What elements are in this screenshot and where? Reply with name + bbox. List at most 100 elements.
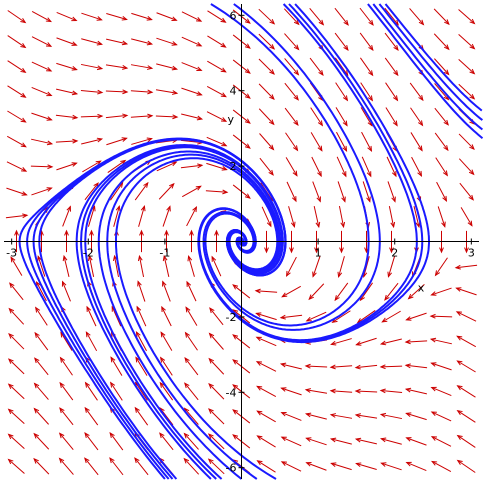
field-arrow-shaft	[59, 432, 74, 451]
field-arrow-head	[393, 70, 399, 77]
field-arrow-shaft	[156, 63, 177, 70]
field-arrow-shaft	[355, 414, 378, 419]
field-arrow-shaft	[309, 57, 324, 76]
field-arrow	[384, 32, 399, 51]
field-arrow-head	[329, 388, 336, 394]
field-arrow-head	[159, 432, 165, 439]
field-arrow	[180, 163, 204, 169]
field-arrow	[384, 282, 399, 301]
field-arrow-head	[35, 306, 41, 313]
field-arrow	[62, 205, 71, 227]
x-tick-label: 3	[468, 247, 475, 260]
field-arrow	[207, 458, 225, 475]
field-arrow	[33, 407, 49, 425]
field-arrow	[207, 35, 227, 48]
field-arrow-shaft	[8, 383, 25, 400]
field-arrow-shaft	[409, 82, 424, 101]
field-arrow-shaft	[434, 58, 449, 75]
field-arrow-shaft	[158, 183, 175, 200]
field-arrow-head	[390, 221, 396, 229]
field-arrow-head	[256, 460, 263, 466]
field-arrow-head	[308, 294, 314, 301]
field-arrow	[113, 205, 121, 227]
field-arrow-shaft	[86, 306, 97, 327]
field-arrow	[355, 462, 377, 470]
field-arrow	[58, 457, 74, 475]
field-arrow	[386, 156, 397, 178]
field-arrow-shaft	[413, 206, 420, 227]
field-arrow	[110, 356, 123, 376]
field-arrow-head	[404, 339, 411, 345]
field-arrow-head	[33, 382, 40, 389]
field-arrow-shaft	[137, 281, 146, 302]
field-arrow-head	[97, 113, 104, 119]
field-arrow-head	[214, 229, 219, 236]
field-arrow-shaft	[305, 389, 328, 394]
field-arrow-shaft	[56, 62, 77, 71]
field-arrow	[56, 162, 78, 171]
field-arrow-head	[434, 270, 440, 277]
field-arrow-head	[7, 383, 14, 390]
field-arrow	[131, 137, 153, 145]
field-arrow	[55, 138, 79, 144]
field-arrow-shaft	[283, 8, 300, 25]
field-arrow-head	[72, 114, 79, 120]
field-arrow-shaft	[359, 57, 374, 76]
field-arrow	[283, 8, 300, 26]
field-arrow-head	[418, 19, 425, 26]
field-arrow	[138, 205, 146, 227]
field-arrow	[435, 157, 448, 177]
field-arrow	[159, 356, 173, 376]
field-arrow-shaft	[136, 331, 147, 352]
field-arrow-head	[46, 66, 53, 72]
field-arrow	[84, 432, 99, 451]
field-arrow-head	[337, 271, 343, 278]
field-arrow	[335, 82, 349, 102]
field-arrow	[329, 413, 353, 419]
field-arrow-shaft	[156, 161, 177, 172]
field-arrow-head	[20, 117, 27, 123]
field-arrow-shaft	[8, 358, 25, 375]
field-arrow-head	[196, 115, 204, 121]
field-arrow	[206, 162, 228, 171]
field-arrow-shaft	[156, 12, 177, 21]
field-arrow	[80, 113, 104, 119]
field-arrow-shaft	[155, 89, 178, 94]
field-arrow	[430, 436, 452, 447]
field-arrow-head	[292, 170, 298, 177]
field-arrow-head	[34, 331, 40, 338]
field-arrow-head	[86, 305, 92, 312]
field-arrow-shaft	[310, 132, 323, 151]
field-arrow	[354, 413, 378, 419]
field-arrow-head	[232, 409, 239, 415]
field-arrow	[458, 58, 476, 75]
field-arrow	[255, 312, 277, 321]
field-arrow-shaft	[130, 90, 153, 93]
field-arrow-head	[109, 431, 115, 438]
field-arrow-shaft	[384, 32, 399, 51]
field-arrow-shaft	[387, 256, 396, 277]
field-arrow-shaft	[160, 332, 173, 351]
field-arrow	[184, 356, 199, 376]
field-arrow-head	[143, 181, 149, 188]
field-arrow-head	[171, 65, 179, 71]
field-arrow	[280, 411, 302, 421]
field-arrow-head	[289, 247, 294, 254]
field-arrow	[159, 381, 174, 401]
field-arrow-shaft	[313, 206, 320, 227]
field-arrow	[187, 255, 195, 277]
field-arrow-shaft	[208, 358, 225, 375]
field-arrow-shaft	[131, 138, 152, 145]
field-arrow-head	[293, 44, 300, 51]
field-arrow-shaft	[84, 457, 99, 476]
field-arrow	[134, 406, 149, 426]
field-arrow-head	[280, 387, 287, 392]
field-arrow-head	[456, 459, 463, 465]
field-arrow-shaft	[312, 256, 321, 277]
field-arrow-shaft	[385, 82, 398, 101]
field-arrow	[355, 337, 377, 346]
field-arrow-head	[456, 385, 463, 391]
field-arrow-shaft	[456, 311, 477, 322]
field-arrow-shaft	[106, 38, 127, 45]
field-arrow	[280, 436, 302, 447]
